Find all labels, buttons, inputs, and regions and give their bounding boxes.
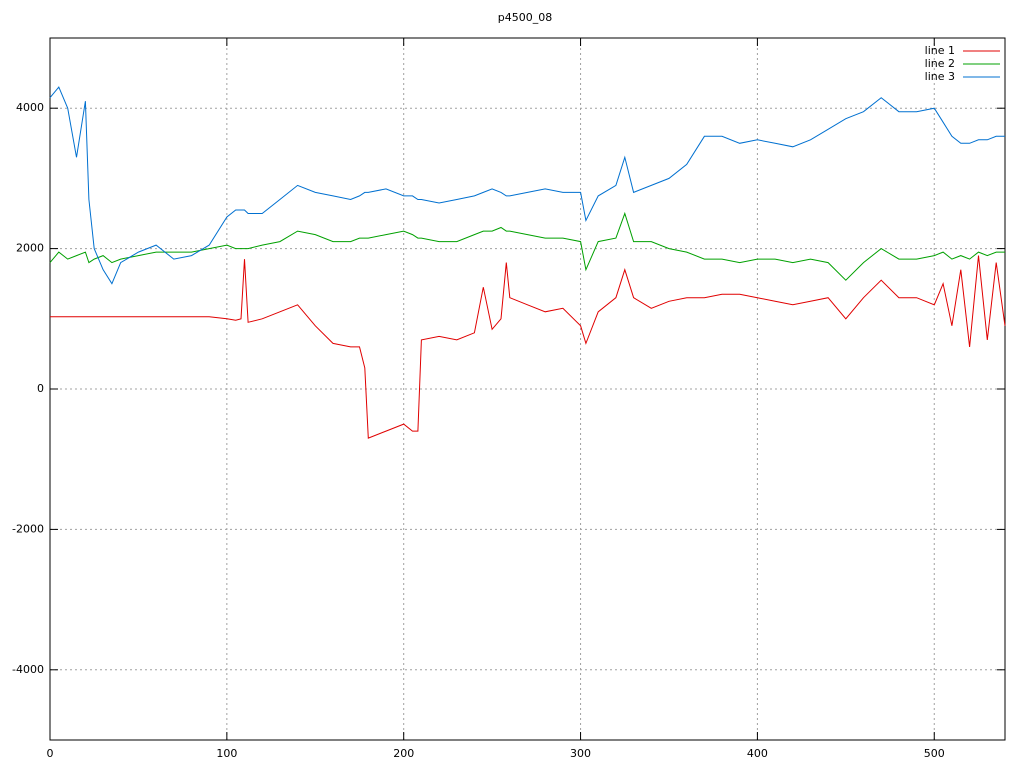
legend-label: line 3 <box>925 70 955 83</box>
y-tick-label: -4000 <box>12 663 44 676</box>
x-tick-label: 0 <box>47 747 54 760</box>
y-tick-label: -2000 <box>12 522 44 535</box>
plot-frame <box>49 37 1006 741</box>
series-line <box>49 86 1005 285</box>
legend-label: line 2 <box>925 57 955 70</box>
series-line <box>50 255 1006 439</box>
chart-title: p4500_08 <box>498 11 552 24</box>
x-tick-label: 500 <box>924 747 945 760</box>
y-tick-label: 4000 <box>16 101 44 114</box>
x-tick-label: 100 <box>216 747 237 760</box>
y-tick-label: 2000 <box>16 242 44 255</box>
x-tick-label: 300 <box>570 747 591 760</box>
x-tick-label: 200 <box>393 747 414 760</box>
x-tick-label: 400 <box>747 747 768 760</box>
legend-label: line 1 <box>925 44 955 57</box>
series-line <box>49 211 1005 281</box>
y-tick-label: 0 <box>37 382 44 395</box>
